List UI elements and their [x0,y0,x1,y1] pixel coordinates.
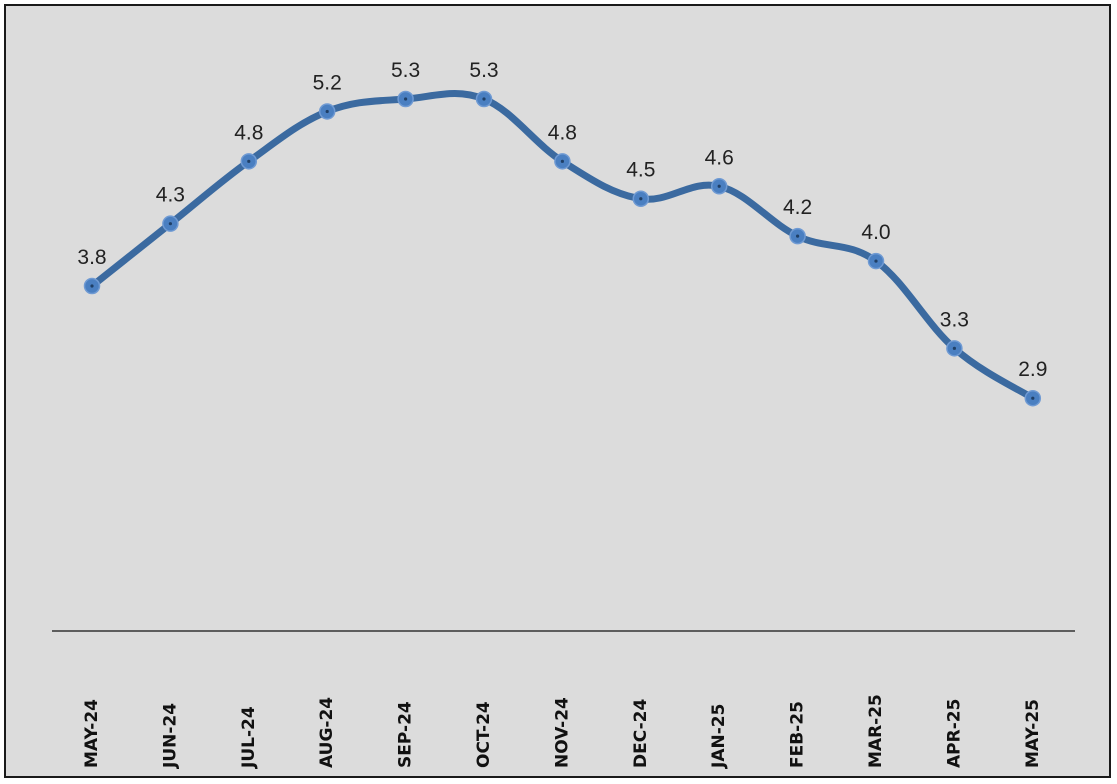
data-label-feb-25: 4.2 [783,196,812,219]
data-label-apr-25: 3.3 [940,308,969,331]
x-tick-label-may-24: MAY-24 [82,699,102,768]
data-point-center [325,109,329,114]
data-label-nov-24: 4.8 [548,121,577,144]
data-point-center [404,97,408,101]
data-point-center [168,222,172,226]
x-tick-label-sep-24: SEP-24 [396,701,416,768]
x-tick-label-apr-25: APR-25 [944,699,964,768]
x-tick-labels: MAY-24 JUN-24 JUL-24 AUG-24 SEP-24 OCT-24 NOV-… [82,694,1043,769]
data-label-may-25: 2.9 [1018,358,1047,381]
data-label-mar-25: 4.0 [861,221,890,244]
chart-frame [4,4,1111,778]
data-label-jan-25: 4.6 [705,146,734,169]
data-point-center [560,159,565,163]
x-tick-label-mar-25: MAR-25 [866,694,886,768]
x-tick-label-jun-24: JUN-24 [160,703,180,769]
data-point-center [247,159,251,163]
data-point-center [639,197,643,201]
x-tick-label-dec-24: DEC-24 [631,699,651,768]
data-point-center [90,284,94,288]
x-tick-label-feb-25: FEB-25 [788,701,808,768]
data-point-center [952,346,957,350]
x-tick-label-jul-24: JUL-24 [239,706,259,769]
data-label-oct-24: 5.3 [469,59,498,82]
x-tick-label-may-25: MAY-25 [1023,699,1043,768]
x-tick-label-jan-25: JAN-25 [709,704,729,769]
x-tick-label-oct-24: OCT-24 [474,701,494,768]
data-point-center [482,97,486,101]
series-layer: 3.8 4.3 4.8 5.2 5.3 5.3 4.8 4.5 4.6 4.2 4.0 3.3 2.9 [77,59,1047,407]
data-label-jul-24: 4.8 [234,121,263,144]
data-label-aug-24: 5.2 [313,71,342,94]
data-label-may-24: 3.8 [77,246,106,269]
data-label-dec-24: 4.5 [626,159,655,182]
data-point-center [1031,396,1035,400]
x-tick-label-nov-24: NOV-24 [552,697,572,768]
data-label-sep-24: 5.3 [391,59,420,82]
x-tick-label-aug-24: AUG-24 [317,697,337,768]
data-point-center [796,234,800,238]
data-point-center [874,259,878,263]
data-point-center [717,184,721,188]
data-label-jun-24: 4.3 [156,184,185,207]
